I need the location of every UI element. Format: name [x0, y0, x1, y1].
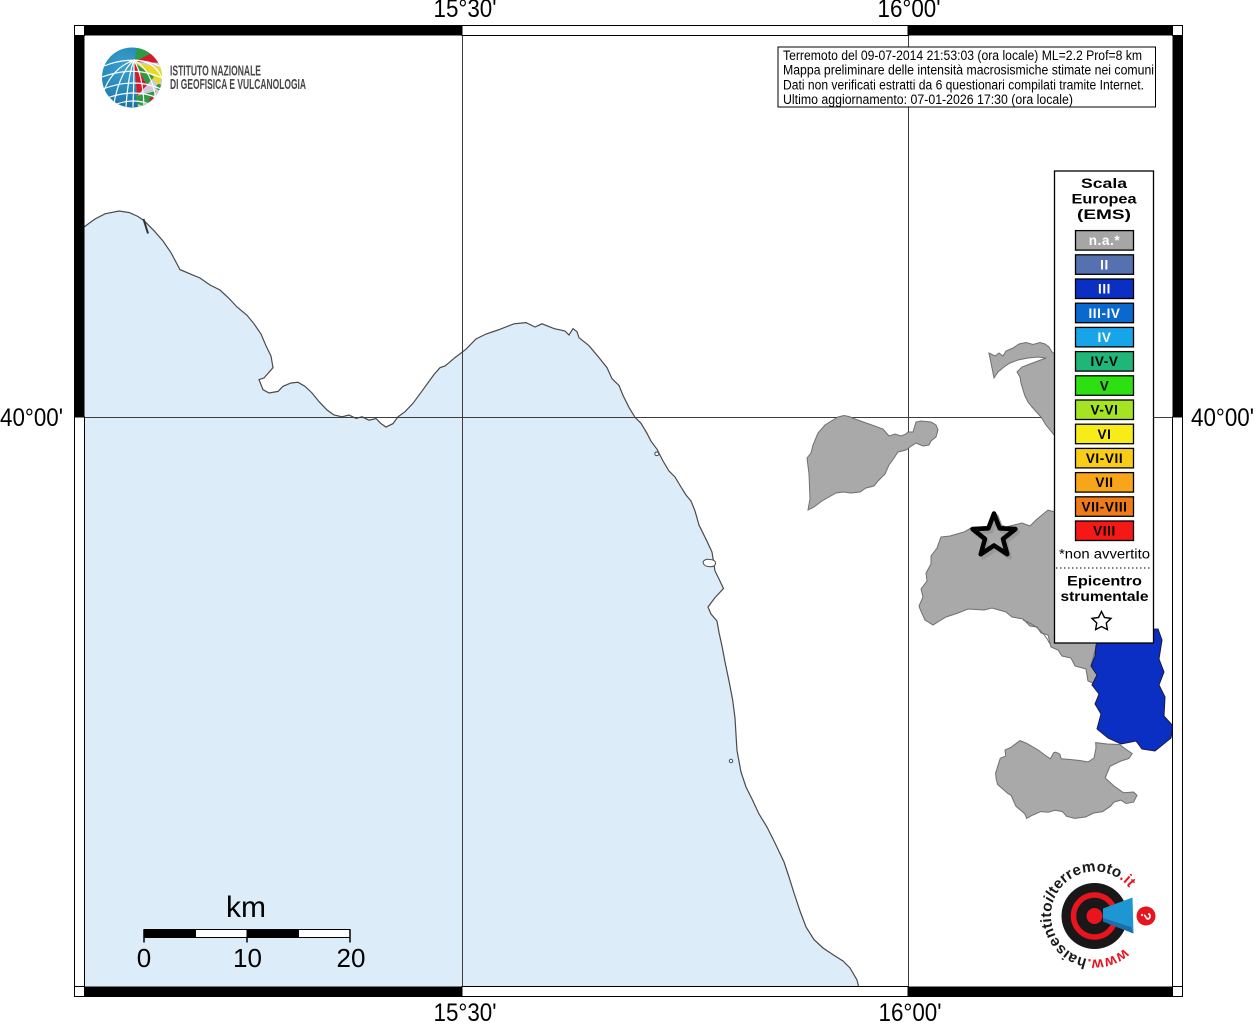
svg-text:10: 10 — [233, 943, 262, 973]
svg-text:ISTITUTO NAZIONALE: ISTITUTO NAZIONALE — [170, 63, 261, 80]
svg-text:DI GEOFISICA E VULCANOLOGIA: DI GEOFISICA E VULCANOLOGIA — [170, 76, 306, 93]
svg-text:V-VI: V-VI — [1091, 403, 1119, 418]
svg-text:Scala: Scala — [1081, 176, 1128, 191]
svg-text:IV-V: IV-V — [1091, 354, 1119, 369]
svg-text:(EMS): (EMS) — [1077, 207, 1131, 222]
svg-text:40°00': 40°00' — [1191, 404, 1254, 432]
svg-text:VI-VII: VI-VII — [1086, 451, 1123, 466]
svg-text:n.a.*: n.a.* — [1089, 233, 1121, 248]
svg-text:16°00': 16°00' — [879, 999, 942, 1024]
svg-text:VII: VII — [1095, 475, 1113, 490]
svg-text:Mappa preliminare delle intens: Mappa preliminare delle intensità macros… — [783, 63, 1154, 78]
svg-text:Europea: Europea — [1072, 192, 1138, 207]
svg-text:*non avvertito: *non avvertito — [1059, 547, 1150, 562]
svg-text:Ultimo aggiornamento: 07-01-20: Ultimo aggiornamento: 07-01-2026 17:30 (… — [783, 92, 1073, 107]
svg-text:40°00': 40°00' — [0, 404, 63, 432]
svg-text:20: 20 — [337, 943, 366, 973]
svg-text:II: II — [1100, 257, 1109, 272]
svg-text:Epicentro: Epicentro — [1067, 573, 1142, 589]
svg-text:IV: IV — [1098, 330, 1112, 345]
svg-text:15°30': 15°30' — [434, 999, 497, 1024]
svg-text:15°30': 15°30' — [434, 0, 497, 23]
svg-text:Dati non verificati estratti d: Dati non verificati estratti da 6 questi… — [783, 77, 1144, 92]
svg-text:VI: VI — [1098, 427, 1112, 442]
svg-text:0: 0 — [137, 943, 151, 973]
svg-text:VII-VIII: VII-VIII — [1081, 499, 1127, 514]
svg-text:strumentale: strumentale — [1061, 588, 1149, 604]
svg-text:?: ? — [1137, 910, 1154, 921]
svg-text:V: V — [1100, 378, 1110, 393]
svg-text:III: III — [1098, 282, 1111, 297]
svg-text:km: km — [226, 891, 266, 924]
svg-text:III-IV: III-IV — [1088, 306, 1120, 321]
svg-text:16°00': 16°00' — [878, 0, 941, 23]
svg-text:Terremoto del 09-07-2014 21:53: Terremoto del 09-07-2014 21:53:03 (ora l… — [783, 48, 1142, 63]
svg-text:VIII: VIII — [1093, 524, 1116, 539]
